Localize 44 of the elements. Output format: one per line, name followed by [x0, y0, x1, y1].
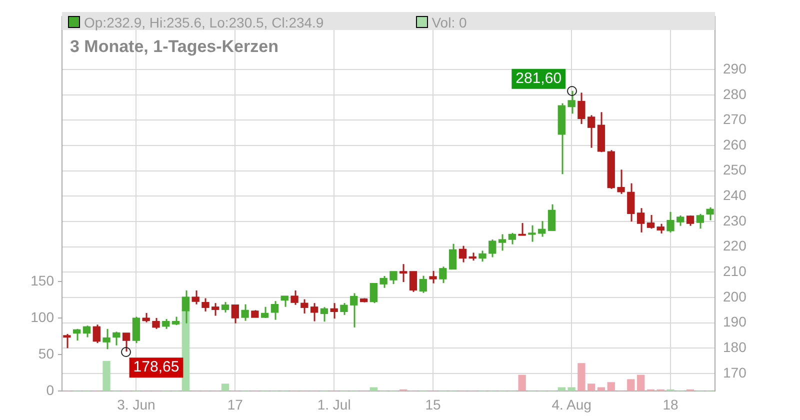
candlestick — [518, 222, 526, 236]
annotation: Vol: 0 — [432, 14, 467, 30]
y-tick-label: 210 — [723, 263, 747, 280]
x-tick-label: 17 — [227, 396, 244, 412]
bar — [597, 387, 606, 392]
y2-tick-label: 150 — [30, 272, 54, 288]
candlestick — [528, 224, 536, 243]
y2-tick-label: 100 — [30, 309, 54, 325]
bar — [578, 363, 586, 392]
bar — [221, 384, 230, 392]
y2-tick-label: 50 — [38, 346, 54, 362]
y-tick-label: 270 — [723, 111, 747, 128]
y2-tick-label: 0 — [46, 382, 54, 398]
annotation: Op:232.9, Hi:235.6, Lo:230.5, Cl:234.9 — [84, 14, 324, 30]
x-tick-label: 4. Aug — [552, 396, 592, 412]
y-tick-label: 170 — [723, 364, 747, 380]
annotation: 178,65 — [133, 358, 180, 376]
candlestick — [429, 270, 437, 284]
bar — [587, 384, 596, 392]
y-tick-label: 220 — [723, 238, 747, 254]
y-tick-label: 240 — [723, 187, 747, 204]
annotation: 281,60 — [516, 70, 562, 87]
y-tick-label: 250 — [723, 162, 747, 178]
y-tick-label: 200 — [723, 288, 747, 304]
y-tick-label: 280 — [723, 86, 747, 102]
text: 3 Monate, 1-Tages-Kerzen — [70, 37, 278, 57]
bar — [607, 382, 615, 392]
x-tick-label: 1. Jul — [317, 396, 351, 412]
x-tick-label: 18 — [662, 396, 678, 412]
x-tick-label: 3. Jun — [117, 396, 156, 412]
bar — [568, 387, 576, 392]
candlestick — [360, 298, 368, 304]
bar — [636, 374, 645, 392]
x-tick-label: 15 — [425, 396, 442, 412]
bar — [102, 360, 110, 392]
y-tick-label: 290 — [723, 60, 747, 76]
y-tick-label: 190 — [723, 314, 747, 330]
bar — [518, 374, 526, 392]
bar — [370, 387, 378, 392]
bar — [627, 379, 635, 392]
y-tick-label: 260 — [723, 136, 747, 152]
y-tick-label: 230 — [723, 212, 747, 228]
bar — [558, 387, 566, 392]
y-tick-label: 180 — [723, 339, 747, 356]
